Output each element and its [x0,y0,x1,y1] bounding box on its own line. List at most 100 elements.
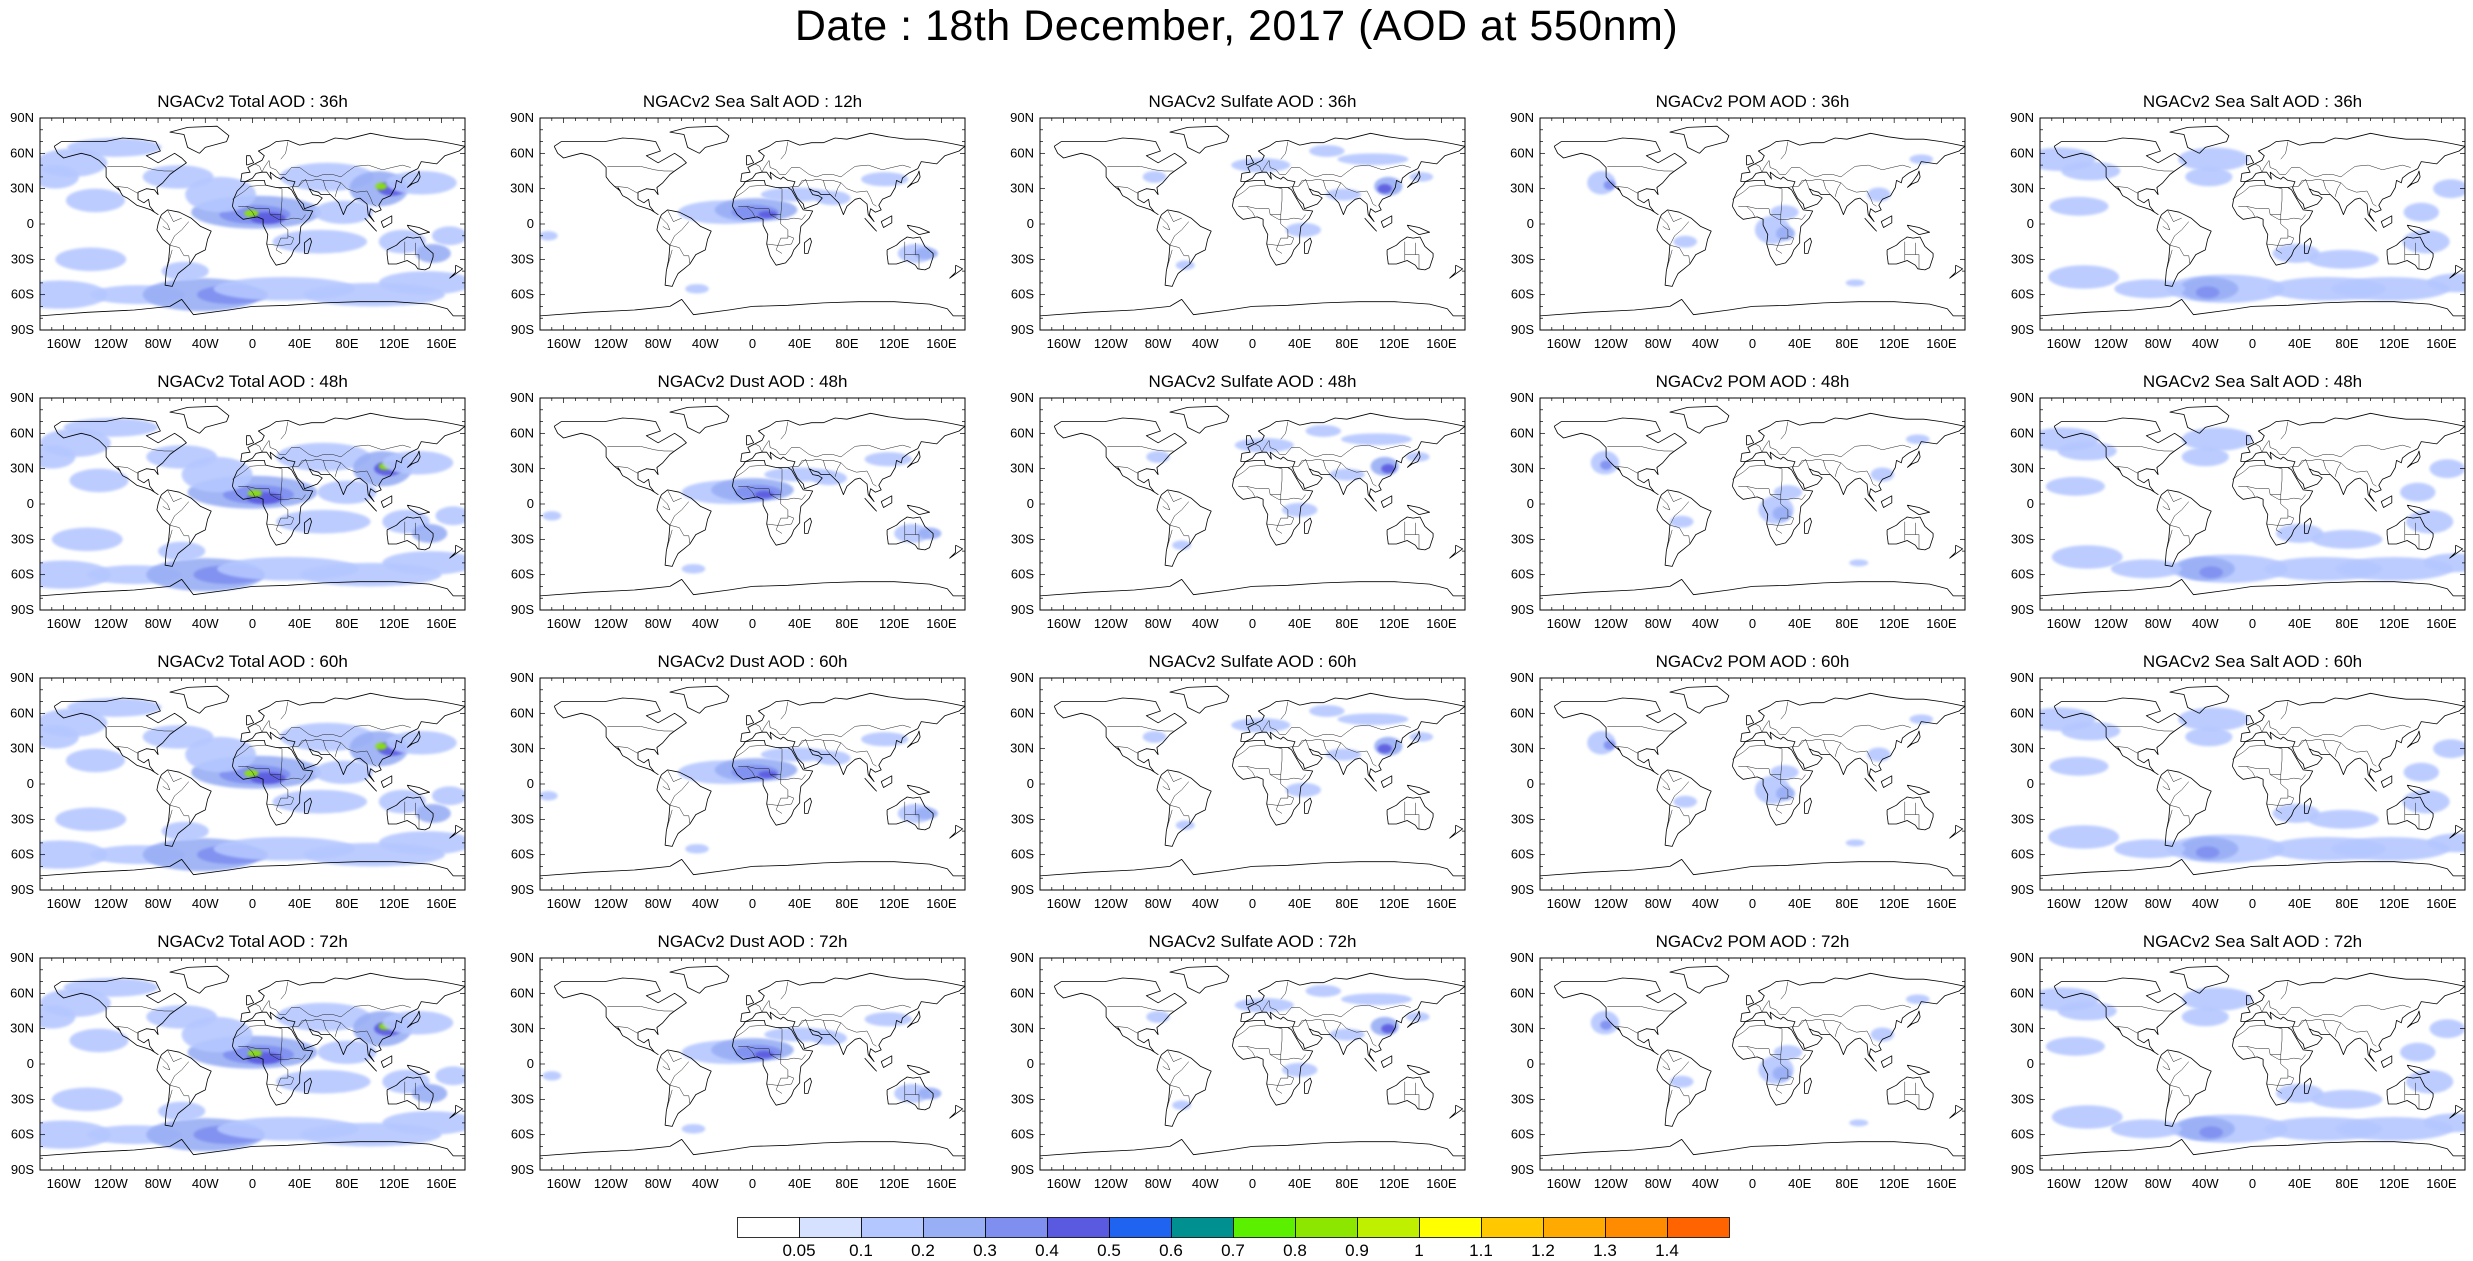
country-border [666,1089,673,1112]
lon-tick-label: 160E [2426,616,2457,631]
lat-tick-label: 30S [2011,811,2034,826]
aod-plume [1669,1075,1694,1088]
country-border [266,803,292,806]
aod-plume [51,1087,123,1112]
coastline [1380,215,1393,228]
aod-plume [2061,721,2121,741]
lat-tick-label: 60S [1011,567,1034,582]
country-border [1766,243,1792,246]
aod-plume [2114,279,2186,299]
coastline [240,972,465,1062]
lon-tick-label: 40E [288,896,311,911]
lat-tick-label: 30N [510,461,534,476]
country-border [2270,774,2294,780]
lon-tick-label: 160E [1926,1176,1957,1191]
aod-plume [2335,1117,2454,1141]
coastline [2156,489,2212,567]
coastline [2240,972,2465,1062]
aod-plume [2057,1001,2117,1021]
aod-plume [1377,743,1392,754]
country-border [1160,496,1171,511]
aod-plume [2405,509,2454,534]
lat-tick-label: 30S [11,811,34,826]
country-border [160,496,171,511]
country-border [2166,529,2173,552]
aod-plume [1282,502,1318,517]
country-border [1266,803,1292,806]
coastline [906,170,921,188]
country-border [669,244,691,265]
country-border [1266,523,1292,526]
lon-tick-label: 160E [1926,336,1957,351]
coastline [906,504,930,515]
aod-shading [1587,154,1934,287]
map-frame [1039,397,1466,611]
coastline [2406,450,2421,468]
country-border [1766,523,1792,526]
lon-tick-label: 160E [926,1176,957,1191]
lat-tick-label: 90N [1510,390,1534,405]
coastline [1864,777,1877,792]
country-border [275,494,289,534]
country-border [1754,1003,1763,1013]
coastline [1304,1077,1312,1094]
lon-tick-label: 120E [1879,1176,1910,1191]
panel-title: NGACv2 Sulfate AOD : 72h [1148,932,1357,951]
aod-plume [185,736,257,773]
coastline [1380,775,1393,788]
lat-tick-label: 60S [1011,287,1034,302]
country-border [2261,720,2270,733]
country-border [1261,720,1270,733]
coastline [53,137,187,215]
coastline [2246,715,2255,726]
country-border [2334,182,2342,197]
country-border [2232,744,2283,775]
lon-tick-label: 120W [1594,1176,1629,1191]
lon-tick-label: 160W [2047,616,2082,631]
country-border [2160,216,2171,231]
coastlines [1040,965,1465,1157]
lat-tick-label: 30N [1510,181,1534,196]
lat-tick-label: 60N [510,145,534,160]
coastline [2053,417,2187,495]
lon-tick-label: 160E [1926,896,1957,911]
aod-plume [435,1066,465,1086]
coastline [1656,769,1712,847]
country-border [1160,776,1171,791]
lon-tick-label: 0 [249,616,256,631]
colorbar-swatch [737,1217,800,1238]
lat-tick-label: 90N [10,390,34,405]
map-panel-total-72h: NGACv2 Total AOD : 72h 90N 60N 30N 0 30S 60S 90… [0,932,500,1202]
country-border [768,160,786,175]
country-border [2114,466,2139,474]
country-border [761,160,770,173]
country-border [1866,750,1877,767]
country-border [1823,1020,1831,1035]
country-border [746,486,756,498]
coastline [540,1139,965,1157]
lon-tick-label: 40E [288,616,311,631]
country-border [1607,1006,1674,1012]
country-border [754,1003,763,1013]
country-border [2266,803,2292,806]
lon-tick-label: 80W [1145,336,1172,351]
country-border [1775,1054,1789,1094]
lat-tick-label: 90S [1011,322,1034,337]
aod-plume [146,1005,218,1029]
aod-plume [2429,459,2465,479]
lat-tick-label: 0 [2027,496,2034,511]
country-border [169,524,191,545]
coastline [880,495,893,508]
lat-tick-label: 60N [10,985,34,1000]
world-map: 90N 60N 30N 0 30S 60S 90S 160W 120W 80W 40W 0 40E 80E… [2010,110,2466,351]
country-border [275,774,289,814]
country-border [366,1030,377,1047]
aod-plume [861,172,909,187]
coastline [1053,977,1187,1055]
country-border [1768,720,1786,735]
country-border [166,809,173,832]
country-border [166,1089,173,1112]
coastline [386,1076,434,1111]
country-border [254,443,263,453]
coastline [1880,495,1893,508]
